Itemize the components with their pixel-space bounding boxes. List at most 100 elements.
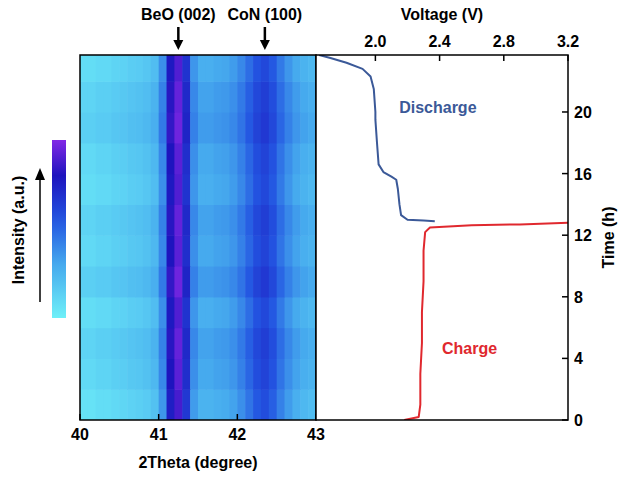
series-label: Charge	[442, 340, 497, 357]
heatmap-cell	[182, 235, 190, 266]
heatmap-cell	[182, 143, 190, 174]
heatmap-cell	[119, 235, 127, 266]
heatmap-cell	[206, 328, 214, 359]
heatmap-cell	[135, 389, 143, 420]
heatmap-cell	[277, 204, 285, 235]
heatmap-cell	[300, 174, 308, 205]
heatmap-cell	[269, 81, 277, 112]
heatmap-cell	[261, 81, 269, 112]
heatmap-cell	[222, 328, 230, 359]
heatmap-cell	[174, 266, 182, 297]
heatmap-cell	[261, 358, 269, 389]
heatmap-cell	[80, 266, 88, 297]
heatmap-cell	[190, 81, 198, 112]
heatmap-cell	[80, 112, 88, 143]
heatmap-cell	[277, 328, 285, 359]
x-tick-label: 2.4	[428, 33, 450, 50]
heatmap-cell	[308, 112, 316, 143]
heatmap-cell	[237, 266, 245, 297]
heatmap-cell	[222, 358, 230, 389]
heatmap-cell	[96, 81, 104, 112]
heatmap-cell	[190, 143, 198, 174]
heatmap-cell	[182, 297, 190, 328]
heatmap-cell	[111, 328, 119, 359]
heatmap-cell	[206, 112, 214, 143]
heatmap-cell	[222, 266, 230, 297]
heatmap-cell	[214, 112, 222, 143]
heatmap-cell	[245, 297, 253, 328]
y-tick-label: 8	[574, 289, 583, 306]
heatmap-cell	[269, 358, 277, 389]
heatmap-cell	[222, 297, 230, 328]
heatmap-cell	[88, 389, 96, 420]
heatmap-cell	[237, 358, 245, 389]
heatmap-cell	[159, 358, 167, 389]
heatmap-cell	[237, 81, 245, 112]
heatmap-cell	[261, 55, 269, 82]
heatmap-cell	[159, 328, 167, 359]
plot-background	[316, 55, 568, 420]
y-tick-label: 4	[574, 350, 583, 367]
heatmap-cell	[206, 204, 214, 235]
heatmap-cell	[190, 328, 198, 359]
heatmap-cell	[104, 266, 112, 297]
heatmap-cell	[151, 174, 159, 205]
heatmap-cell	[151, 112, 159, 143]
heatmap-cell	[214, 235, 222, 266]
heatmap-cell	[104, 328, 112, 359]
heatmap-cell	[222, 112, 230, 143]
heatmap-cell	[104, 55, 112, 82]
heatmap-cell	[80, 143, 88, 174]
figure: 404142432Theta (degree)BeO (002)CoN (100…	[0, 0, 624, 477]
heatmap-cell	[174, 235, 182, 266]
heatmap-cell	[88, 55, 96, 82]
heatmap-cell	[308, 358, 316, 389]
heatmap-cell	[277, 112, 285, 143]
heatmap-cell	[292, 235, 300, 266]
heatmap-cell	[308, 55, 316, 82]
heatmap-cell	[88, 112, 96, 143]
heatmap-cell	[151, 266, 159, 297]
heatmap-cell	[167, 389, 175, 420]
heatmap-cell	[127, 55, 135, 82]
heatmap-cell	[245, 143, 253, 174]
heatmap-cell	[151, 358, 159, 389]
heatmap-cell	[277, 81, 285, 112]
heatmap-cell	[285, 81, 293, 112]
heatmap-cell	[300, 81, 308, 112]
heatmap-cell	[119, 328, 127, 359]
peak-arrow	[177, 27, 180, 42]
heatmap-cell	[214, 297, 222, 328]
heatmap-cell	[269, 55, 277, 82]
heatmap-cell	[88, 174, 96, 205]
heatmap-cell	[308, 204, 316, 235]
heatmap-cell	[269, 297, 277, 328]
heatmap-cell	[253, 112, 261, 143]
heatmap-cell	[245, 266, 253, 297]
heatmap-cell	[292, 266, 300, 297]
heatmap-cells	[80, 55, 316, 420]
heatmap-cell	[190, 174, 198, 205]
series-line	[404, 223, 568, 420]
heatmap-cell	[111, 112, 119, 143]
heatmap-cell	[80, 297, 88, 328]
heatmap-cell	[308, 297, 316, 328]
heatmap-cell	[292, 143, 300, 174]
heatmap-cell	[119, 112, 127, 143]
heatmap-cell	[198, 174, 206, 205]
heatmap-cell	[182, 204, 190, 235]
heatmap-cell	[237, 235, 245, 266]
heatmap-cell	[167, 174, 175, 205]
x-tick	[237, 414, 239, 420]
heatmap-cell	[229, 328, 237, 359]
heatmap-cell	[96, 235, 104, 266]
heatmap-cell	[198, 81, 206, 112]
heatmap-cell	[96, 55, 104, 82]
heatmap-cell	[151, 328, 159, 359]
heatmap-cell	[127, 328, 135, 359]
heatmap-cell	[96, 174, 104, 205]
heatmap-cell	[277, 143, 285, 174]
colorbar-arrow-head	[35, 168, 45, 180]
heatmap-cell	[167, 358, 175, 389]
heatmap-cell	[190, 266, 198, 297]
